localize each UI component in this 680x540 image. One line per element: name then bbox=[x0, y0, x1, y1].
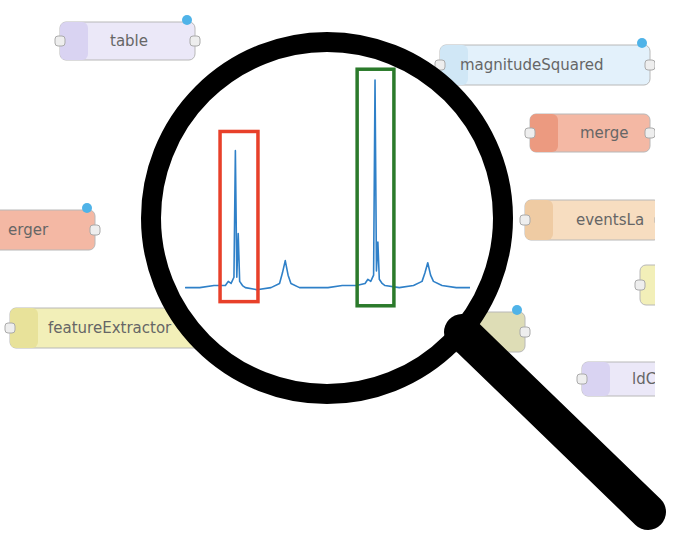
svg-text:erger: erger bbox=[8, 221, 49, 239]
svg-text:featureExtractor: featureExtractor bbox=[48, 319, 172, 337]
svg-text:merge: merge bbox=[580, 124, 629, 142]
svg-text:ldC: ldC bbox=[632, 370, 656, 388]
svg-text:table: table bbox=[110, 32, 148, 50]
svg-text:eventsLa: eventsLa bbox=[576, 211, 644, 229]
svg-text:magnitudeSquared: magnitudeSquared bbox=[460, 56, 603, 74]
